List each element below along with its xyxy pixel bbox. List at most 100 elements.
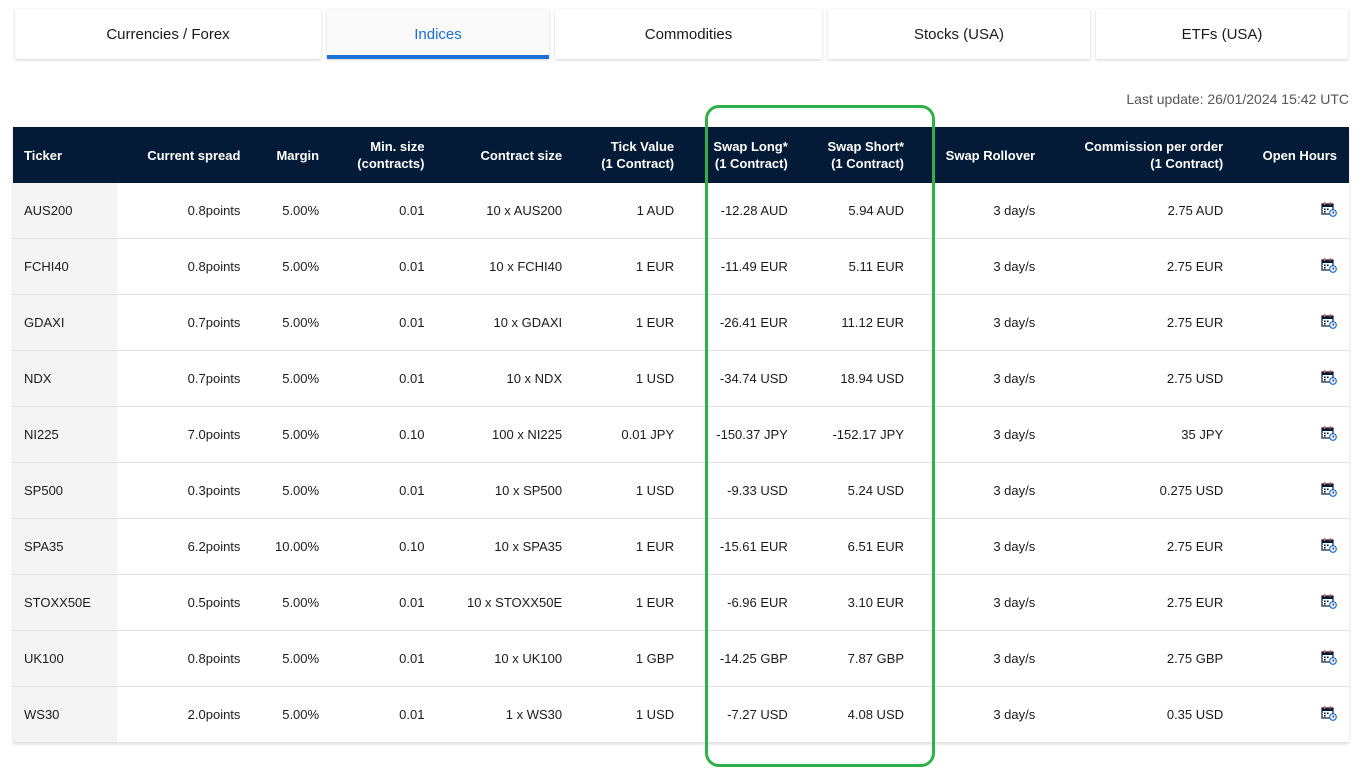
open-hours-cell — [1235, 630, 1349, 687]
column-header: Margin — [252, 127, 332, 183]
table-cell: 2.75 EUR — [1047, 238, 1236, 295]
table-cell: 10 x SP500 — [436, 462, 575, 519]
ticker-cell: SPA35 — [13, 518, 117, 575]
table-cell: 3 day/s — [916, 686, 1048, 743]
table-cell: 6.51 EUR — [799, 518, 917, 575]
calendar-clock-icon[interactable] — [1321, 537, 1337, 556]
tab-etfs-usa[interactable]: ETFs (USA) — [1096, 9, 1348, 59]
table-cell: 0.275 USD — [1047, 462, 1236, 519]
table-cell: 0.7points — [117, 350, 253, 407]
table-cell: 3 day/s — [916, 350, 1048, 407]
table-cell: 3 day/s — [916, 518, 1048, 575]
column-header: Open Hours — [1235, 127, 1349, 183]
table-cell: 0.01 — [331, 183, 437, 239]
calendar-clock-icon[interactable] — [1321, 425, 1337, 444]
table-cell: 3 day/s — [916, 630, 1048, 687]
table-cell: 5.00% — [252, 406, 332, 463]
table-cell: 2.0points — [117, 686, 253, 743]
ticker-cell: NDX — [13, 350, 117, 407]
table-cell: -14.25 GBP — [686, 630, 800, 687]
ticker-cell: SP500 — [13, 462, 117, 519]
calendar-clock-icon[interactable] — [1321, 593, 1337, 612]
table-cell: 5.00% — [252, 183, 332, 239]
calendar-clock-icon[interactable] — [1321, 313, 1337, 332]
table-cell: -7.27 USD — [686, 686, 800, 743]
table-cell: 10 x NDX — [436, 350, 575, 407]
open-hours-cell — [1235, 518, 1349, 575]
table-row: FCHI40 0.8points 5.00% 0.01 10 x FCHI40 1 EUR… — [13, 238, 1349, 295]
table-cell: -26.41 EUR — [686, 294, 800, 351]
market-tabs: Currencies / Forex Indices Commodities Stoc… — [15, 9, 1348, 59]
table-cell: -11.49 EUR — [686, 238, 800, 295]
column-header: Min. size (contracts) — [331, 127, 437, 183]
column-header: Swap Short* (1 Contract) — [799, 127, 917, 183]
table-row: UK100 0.8points 5.00% 0.01 10 x UK100 1 GBP -1… — [13, 630, 1349, 687]
table-cell: 5.00% — [252, 350, 332, 407]
calendar-clock-icon[interactable] — [1321, 257, 1337, 276]
table-cell: 1 EUR — [574, 294, 687, 351]
table-cell: 5.11 EUR — [799, 238, 917, 295]
table-cell: 1 EUR — [574, 238, 687, 295]
calendar-clock-icon[interactable] — [1321, 705, 1337, 724]
table-cell: 5.00% — [252, 294, 332, 351]
table-cell: 10 x AUS200 — [436, 183, 575, 239]
table-row: STOXX50E 0.5points 5.00% 0.01 10 x STOXX50E 1… — [13, 574, 1349, 631]
table-cell: 0.01 — [331, 462, 437, 519]
ticker-cell: FCHI40 — [13, 238, 117, 295]
table-cell: 0.01 — [331, 630, 437, 687]
table-cell: 18.94 USD — [799, 350, 917, 407]
table-cell: 3.10 EUR — [799, 574, 917, 631]
table-cell: 100 x NI225 — [436, 406, 575, 463]
open-hours-cell — [1235, 574, 1349, 631]
table-row: NDX 0.7points 5.00% 0.01 10 x NDX 1 USD -34.74… — [13, 350, 1349, 407]
table-cell: 0.01 JPY — [574, 406, 687, 463]
calendar-clock-icon[interactable] — [1321, 201, 1337, 220]
open-hours-cell — [1235, 238, 1349, 295]
open-hours-cell — [1235, 686, 1349, 743]
open-hours-cell — [1235, 294, 1349, 351]
table-row: AUS200 0.8points 5.00% 0.01 10 x AUS200 1 AUD… — [13, 183, 1349, 239]
table-cell: 10.00% — [252, 518, 332, 575]
table-cell: 3 day/s — [916, 294, 1048, 351]
table-cell: 1 x WS30 — [436, 686, 575, 743]
table-cell: 1 GBP — [574, 630, 687, 687]
table-row: NI225 7.0points 5.00% 0.10 100 x NI225 0.01 J… — [13, 406, 1349, 463]
table-cell: -34.74 USD — [686, 350, 800, 407]
tab-commodities[interactable]: Commodities — [555, 9, 822, 59]
table-row: WS30 2.0points 5.00% 0.01 1 x WS30 1 USD -7.27… — [13, 686, 1349, 743]
table-cell: 3 day/s — [916, 183, 1048, 239]
indices-table: Ticker Current spread Margin Min. size (con… — [13, 127, 1349, 743]
table-header: Ticker Current spread Margin Min. size (con… — [13, 127, 1349, 183]
table-row: SPA35 6.2points 10.00% 0.10 10 x SPA35 1 EUR -… — [13, 518, 1349, 575]
tab-stocks-usa[interactable]: Stocks (USA) — [828, 9, 1090, 59]
table-cell: 10 x STOXX50E — [436, 574, 575, 631]
table-cell: 1 USD — [574, 462, 687, 519]
table-cell: 5.00% — [252, 574, 332, 631]
open-hours-cell — [1235, 462, 1349, 519]
column-header: Swap Rollover — [916, 127, 1048, 183]
table-cell: 0.7points — [117, 294, 253, 351]
table-cell: 0.8points — [117, 630, 253, 687]
calendar-clock-icon[interactable] — [1321, 369, 1337, 388]
column-header: Commission per order (1 Contract) — [1047, 127, 1236, 183]
table-cell: 1 USD — [574, 350, 687, 407]
column-header: Ticker — [13, 127, 117, 183]
tab-currencies-forex[interactable]: Currencies / Forex — [15, 9, 321, 59]
table-cell: 5.24 USD — [799, 462, 917, 519]
table-cell: 6.2points — [117, 518, 253, 575]
table-cell: 1 EUR — [574, 518, 687, 575]
table-cell: 2.75 AUD — [1047, 183, 1236, 239]
calendar-clock-icon[interactable] — [1321, 481, 1337, 500]
table-cell: 5.00% — [252, 686, 332, 743]
table-cell: 0.8points — [117, 238, 253, 295]
table-cell: 5.00% — [252, 238, 332, 295]
column-header: Current spread — [117, 127, 253, 183]
table-cell: -12.28 AUD — [686, 183, 800, 239]
table-cell: 0.01 — [331, 686, 437, 743]
tab-indices[interactable]: Indices — [327, 9, 549, 59]
table-cell: 0.01 — [331, 350, 437, 407]
table-cell: 3 day/s — [916, 238, 1048, 295]
calendar-clock-icon[interactable] — [1321, 649, 1337, 668]
table-cell: 10 x SPA35 — [436, 518, 575, 575]
table-cell: 7.87 GBP — [799, 630, 917, 687]
